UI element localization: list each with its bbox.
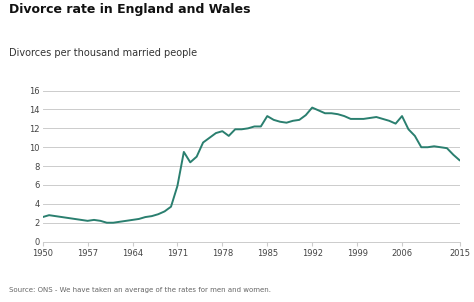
- Text: Divorce rate in England and Wales: Divorce rate in England and Wales: [9, 3, 251, 16]
- Text: Divorces per thousand married people: Divorces per thousand married people: [9, 48, 198, 58]
- Text: Source: ONS - We have taken an average of the rates for men and women.: Source: ONS - We have taken an average o…: [9, 287, 272, 293]
- Text: BBC: BBC: [419, 279, 444, 289]
